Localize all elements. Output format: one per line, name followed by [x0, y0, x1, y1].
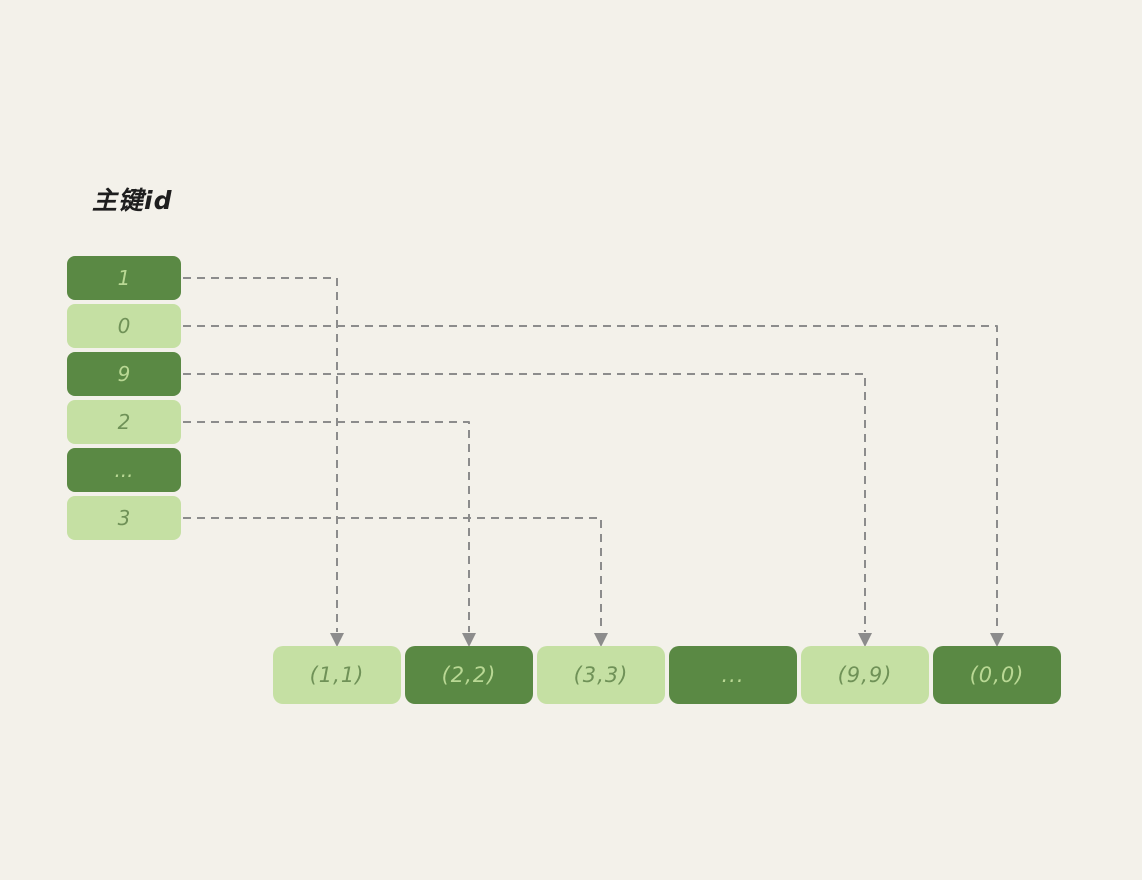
- id-box-9-label: 9: [117, 362, 131, 386]
- id-box-ellipsis: ...: [67, 448, 181, 492]
- id-box-2-label: 2: [117, 410, 131, 434]
- pair-box-0-0-label: (0,0): [969, 663, 1025, 687]
- id-box-0: 0: [67, 304, 181, 348]
- arrowhead-2-2-icon: [462, 633, 476, 647]
- arrowhead-3-3-icon: [594, 633, 608, 647]
- id-box-9: 9: [67, 352, 181, 396]
- pair-box-9-9-label: (9,9): [837, 663, 893, 687]
- pair-box-0-0: (0,0): [933, 646, 1061, 704]
- id-box-1: 1: [67, 256, 181, 300]
- id-box-3-label: 3: [117, 506, 131, 530]
- arrowhead-9-9-icon: [858, 633, 872, 647]
- arrowhead-1-1-icon: [330, 633, 344, 647]
- connector-1-to-1-1: [183, 277, 338, 632]
- connector-9-to-9-9: [183, 373, 866, 632]
- id-box-2: 2: [67, 400, 181, 444]
- id-column: 1 0 9 2 ... 3: [67, 256, 181, 540]
- pair-box-3-3: (3,3): [537, 646, 665, 704]
- id-box-1-label: 1: [117, 266, 131, 290]
- pair-box-1-1-label: (1,1): [309, 663, 365, 687]
- pair-box-2-2-label: (2,2): [441, 663, 497, 687]
- pair-box-9-9: (9,9): [801, 646, 929, 704]
- connector-2-to-2-2: [183, 421, 470, 632]
- pair-row: (1,1) (2,2) (3,3) ... (9,9) (0,0): [273, 646, 1061, 704]
- connector-0-to-0-0: [183, 325, 998, 632]
- id-box-3: 3: [67, 496, 181, 540]
- id-box-ellipsis-label: ...: [114, 458, 134, 482]
- pair-box-ellipsis: ...: [669, 646, 797, 704]
- pair-box-3-3-label: (3,3): [573, 663, 629, 687]
- page-title: 主键id: [92, 186, 173, 215]
- connector-3-to-3-3: [183, 517, 602, 632]
- pair-box-ellipsis-label: ...: [721, 663, 745, 687]
- id-box-0-label: 0: [117, 314, 131, 338]
- pair-box-2-2: (2,2): [405, 646, 533, 704]
- pair-box-1-1: (1,1): [273, 646, 401, 704]
- arrowhead-0-0-icon: [990, 633, 1004, 647]
